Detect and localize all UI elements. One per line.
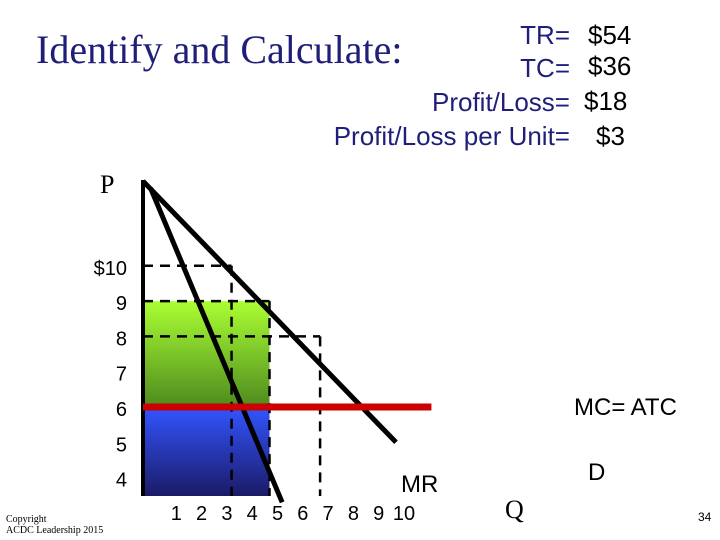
copyright-line: Copyright [6, 514, 47, 525]
x-tick-label: 7 [323, 503, 334, 525]
x-axis-title: Q [505, 495, 524, 524]
x-tick-label: 1 [171, 503, 182, 525]
y-tick-label: 8 [116, 328, 127, 350]
y-tick-label: 5 [116, 434, 127, 456]
x-tick-label: 6 [297, 503, 308, 525]
tc-label: TC= [520, 53, 570, 83]
copyright-owner: ACDC Leadership 2015 [6, 525, 104, 536]
profit-per-unit-label: Profit/Loss per Unit= [333, 121, 570, 151]
x-tick-label: 3 [221, 503, 232, 525]
tr-label: TR= [520, 20, 570, 50]
x-tick-label: 9 [373, 503, 384, 525]
profit-loss-label: Profit/Loss= [431, 87, 570, 117]
profit-per-unit-value: $3 [596, 121, 625, 151]
y-tick-label: 4 [116, 470, 127, 492]
y-tick-label: 6 [116, 399, 127, 421]
series-label-mr: MR [401, 471, 438, 498]
series-line-d [141, 179, 398, 445]
page-number: 34 [698, 510, 712, 524]
x-tick-label: 4 [247, 503, 258, 525]
x-tick-label: 10 [393, 503, 415, 525]
x-tick-label: 8 [348, 503, 359, 525]
y-tick-label: 9 [116, 293, 127, 315]
copyright-notice: Copyright ACDC Leadership 2015 [6, 514, 103, 536]
profit-loss-value: $18 [584, 86, 628, 116]
x-tick-label: 2 [196, 503, 207, 525]
series-line-mr [148, 187, 285, 504]
series-label-d: D [588, 459, 605, 486]
x-tick-label: 5 [272, 503, 283, 525]
y-tick-label: 7 [116, 364, 127, 386]
tc-value: $36 [588, 51, 632, 81]
series-label-mc-atc: MC= ATC [574, 394, 677, 421]
y-tick-label: $10 [94, 258, 127, 280]
tr-value: $54 [588, 20, 632, 50]
slide-title: Identify and Calculate: [36, 27, 403, 72]
y-axis-title: P [100, 170, 114, 199]
